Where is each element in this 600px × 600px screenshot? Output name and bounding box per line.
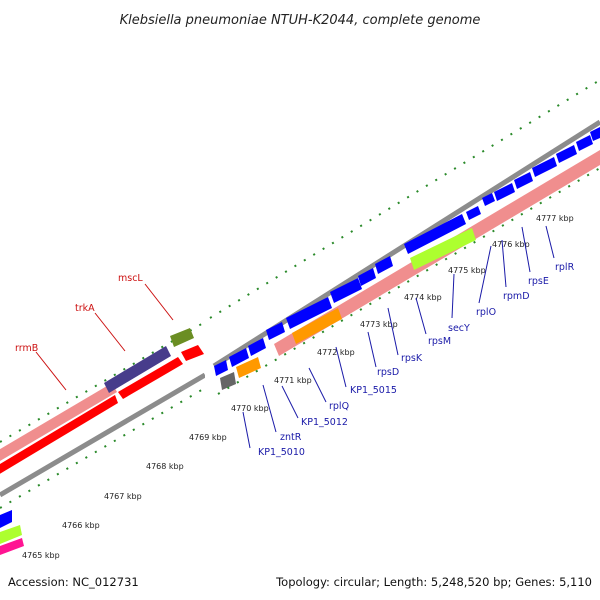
- leader-line: [281, 385, 299, 419]
- leader-line: [94, 312, 126, 352]
- kbp-label: 4766 kbp: [62, 521, 100, 530]
- leader-line: [308, 367, 327, 403]
- leader-line: [367, 331, 377, 368]
- gene-label: rpsM: [428, 336, 451, 347]
- gene-blue: [482, 193, 495, 206]
- right-arc-segment: [209, 79, 600, 395]
- gene-blue: [375, 256, 393, 274]
- gene-red-reverse: [181, 345, 204, 361]
- genome-backbone: [0, 372, 205, 498]
- genome-summary-text: Topology: circular; Length: 5,248,520 bp…: [275, 575, 592, 589]
- pink-band: [0, 383, 117, 462]
- position-labels: 4765 kbp 4766 kbp 4767 kbp 4768 kbp 4769…: [22, 214, 574, 560]
- gene-blue: [556, 145, 577, 163]
- map-title: Klebsiella pneumoniae NTUH-K2044, comple…: [120, 13, 481, 28]
- gene-label: rpsD: [377, 367, 399, 378]
- gene-label: rpmD: [503, 291, 530, 302]
- kbp-label: 4767 kbp: [104, 492, 142, 501]
- leader-line: [415, 297, 427, 335]
- gene-blue: [532, 157, 557, 177]
- gene-blue: [358, 268, 376, 286]
- leader-line: [478, 245, 492, 304]
- gene-blue: [229, 348, 249, 367]
- leader-line: [144, 283, 174, 321]
- gene-pink: [0, 538, 24, 555]
- leader-line: [521, 226, 531, 273]
- gene-labels-left: rrmB trkA mscL: [15, 273, 174, 391]
- kbp-label: 4773 kbp: [360, 320, 398, 329]
- gene-mscL: [170, 328, 194, 347]
- gene-label: rpsK: [401, 353, 423, 364]
- leader-line: [262, 384, 277, 433]
- kbp-label: 4776 kbp: [492, 240, 530, 249]
- left-arc-segment: [0, 321, 205, 555]
- gene-red-reverse: [118, 357, 183, 399]
- gene-blue: [404, 214, 466, 254]
- leader-line: [545, 225, 555, 259]
- kbp-label: 4774 kbp: [404, 293, 442, 302]
- gene-label: secY: [448, 323, 470, 334]
- kbp-label: 4775 kbp: [448, 266, 486, 275]
- gene-label: trkA: [75, 303, 95, 314]
- gene-grey: [220, 372, 236, 390]
- gene-label: rplR: [555, 262, 575, 273]
- gene-blue: [590, 127, 600, 141]
- gene-blue: [266, 322, 285, 340]
- gene-label: rplO: [476, 307, 496, 318]
- leader-line: [35, 351, 67, 391]
- gene-label: KP1_5012: [301, 417, 348, 428]
- inner-tick-ring: [217, 167, 600, 395]
- kbp-label: 4768 kbp: [146, 462, 184, 471]
- gene-blue: [494, 183, 515, 201]
- kbp-label: 4777 kbp: [536, 214, 574, 223]
- kbp-label: 4765 kbp: [22, 551, 60, 560]
- gene-label: mscL: [118, 273, 143, 284]
- gene-label: KP1_5015: [350, 385, 397, 396]
- kbp-label: 4771 kbp: [274, 376, 312, 385]
- gene-label: rrmB: [15, 343, 38, 354]
- gene-blue: [286, 297, 332, 329]
- gene-blue: [466, 206, 481, 220]
- gene-secY: [410, 228, 476, 270]
- kbp-label: 4769 kbp: [189, 433, 227, 442]
- gene-red-reverse: [0, 395, 118, 474]
- gene-green: [0, 525, 22, 544]
- gene-blue: [330, 278, 362, 303]
- gene-blue: [214, 360, 228, 376]
- kbp-label: 4770 kbp: [231, 404, 269, 413]
- gene-blue: [514, 172, 533, 189]
- gene-orange: [292, 308, 342, 344]
- kbp-label: 4772 kbp: [317, 348, 355, 357]
- gene-orange: [236, 357, 261, 378]
- gene-label: rplQ: [329, 401, 349, 412]
- gene-label: rpsE: [528, 276, 549, 287]
- leader-line: [387, 307, 399, 356]
- gene-blue: [248, 338, 266, 356]
- leader-line: [335, 346, 347, 388]
- gene-labels-right: KP1_5010 zntR KP1_5012 rplQ KP1_5015 rps…: [242, 225, 575, 458]
- accession-text: Accession: NC_012731: [8, 575, 139, 589]
- gene-blue: [0, 510, 12, 528]
- leader-line: [242, 411, 251, 449]
- leader-line: [501, 239, 507, 288]
- gene-trkA: [104, 346, 171, 393]
- gene-blue: [576, 135, 593, 151]
- gene-label: KP1_5010: [258, 447, 305, 458]
- leader-line: [451, 273, 455, 319]
- gene-label: zntR: [280, 432, 302, 443]
